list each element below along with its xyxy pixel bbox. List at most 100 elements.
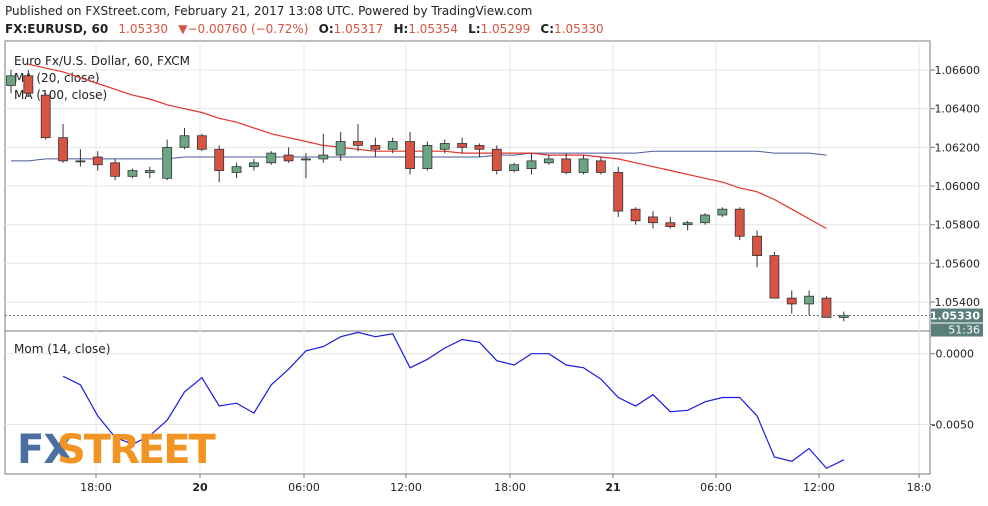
- candle-up: [578, 158, 589, 173]
- open-value: 1.05317: [334, 22, 384, 36]
- candle-up: [335, 141, 346, 156]
- candle-up: [509, 164, 520, 171]
- candle-down: [561, 158, 572, 173]
- countdown-box: [931, 323, 983, 337]
- low-value: 1.05299: [481, 22, 531, 36]
- candle-down: [40, 94, 51, 139]
- time-tick-label: 20: [192, 481, 208, 494]
- price-tick-label: 1.06400: [935, 103, 981, 116]
- publish-line: Published on FXStreet.com, February 21, …: [5, 4, 532, 18]
- logo-street: STREET: [57, 427, 217, 473]
- candle-down: [353, 141, 363, 146]
- last-price-box: [931, 308, 983, 323]
- candle-up: [75, 160, 86, 163]
- candle-down: [596, 160, 606, 173]
- candle-down: [457, 143, 468, 148]
- candle-up: [422, 144, 433, 169]
- candle-down: [405, 141, 415, 170]
- candle-up: [6, 75, 16, 86]
- candle-down: [630, 208, 641, 222]
- moving-averages: [11, 63, 827, 230]
- candle-up: [144, 170, 155, 173]
- candle-down: [821, 297, 832, 318]
- candle-down: [734, 208, 745, 237]
- candle-up: [439, 143, 450, 150]
- candles: [6, 70, 849, 322]
- grid: [5, 41, 930, 474]
- candle-down: [370, 144, 381, 150]
- price-tick-label: 1.05600: [935, 257, 981, 270]
- time-tick-label: 18:00: [80, 481, 112, 494]
- price-tick-label: 1.06200: [935, 141, 981, 154]
- momentum-tick-label: -0.0050: [932, 418, 974, 431]
- last-price-label: 1.05330: [930, 310, 980, 323]
- candle-down: [58, 137, 68, 162]
- symbol-label: FX:EURUSD, 60: [5, 22, 108, 36]
- candle-down: [196, 135, 207, 150]
- open-label: O:: [319, 22, 334, 36]
- candle-down: [665, 222, 676, 228]
- momentum-line: [62, 331, 845, 470]
- logo-fx: FX: [17, 427, 74, 473]
- time-tick-label: 21: [605, 481, 620, 494]
- candle-up: [717, 208, 728, 216]
- candle-up: [387, 141, 398, 150]
- ma100-line: [11, 150, 827, 162]
- high-value: 1.05354: [408, 22, 458, 36]
- candle-down: [92, 156, 103, 166]
- fxstreet-logo: FX STREET: [17, 427, 219, 473]
- price-tick-label: 1.06000: [935, 180, 981, 193]
- candle-up: [248, 162, 259, 168]
- candle-up: [682, 222, 693, 226]
- candle-down: [474, 144, 485, 150]
- time-axis: 18:00 20 06:00 12:00 18:00 21 06:00 12:00 18:0: [5, 473, 932, 494]
- candle-up: [301, 158, 311, 161]
- candle-up: [700, 214, 710, 224]
- candle-down: [214, 148, 225, 171]
- time-tick-label: 12:00: [390, 481, 422, 494]
- candle-up: [318, 154, 329, 160]
- candle-down: [613, 172, 624, 212]
- high-label: H:: [393, 22, 408, 36]
- candle-up: [127, 170, 138, 177]
- ohlc-line: FX:EURUSD, 60 1.05330 ▼−0.00760 (−0.72%)…: [5, 22, 604, 36]
- candle-down: [648, 216, 658, 224]
- price-axis: 1.05400 1.05600 1.05800 1.06000 1.06200 1.064…: [930, 64, 980, 309]
- change-value: ▼−0.00760 (−0.72%): [178, 22, 308, 36]
- candle-down: [110, 162, 120, 177]
- candle-down: [23, 75, 34, 94]
- candle-up: [543, 158, 554, 164]
- candle-down: [752, 235, 762, 256]
- time-tick-label: 06:00: [288, 481, 320, 494]
- candle-up: [231, 166, 242, 173]
- candle-up: [526, 160, 537, 170]
- time-tick-label: 06:00: [700, 481, 732, 494]
- candle-up: [266, 152, 277, 164]
- close-value: 1.05330: [554, 22, 604, 36]
- price-tick-label: 1.05800: [935, 219, 981, 232]
- momentum-axis: 0.0000 -0.0050: [930, 348, 975, 431]
- candle-up: [179, 135, 190, 148]
- momentum-title: Mom (14, close): [14, 342, 110, 356]
- candle-up: [804, 295, 814, 305]
- chart-title: Euro Fx/U.S. Dollar, 60, FXCM: [14, 54, 190, 68]
- candle-down: [283, 154, 294, 162]
- candle-up: [838, 315, 849, 318]
- candle-down: [491, 148, 502, 171]
- price-tick-label: 1.05400: [935, 296, 981, 309]
- time-tick-label: 18:00: [494, 481, 526, 494]
- candle-up: [162, 146, 173, 179]
- close-label: C:: [540, 22, 554, 36]
- momentum-series: [62, 331, 845, 470]
- last-value: 1.05330: [118, 22, 168, 36]
- legend-ma20: MA (20, close): [14, 71, 100, 85]
- time-tick-label: 12:00: [803, 481, 835, 494]
- momentum-tick-label: 0.0000: [936, 348, 975, 361]
- candle-down: [769, 255, 780, 299]
- candle-down: [786, 297, 797, 305]
- time-tick-label: 18:0: [907, 481, 932, 494]
- price-tick-label: 1.06600: [935, 64, 981, 77]
- low-label: L:: [468, 22, 480, 36]
